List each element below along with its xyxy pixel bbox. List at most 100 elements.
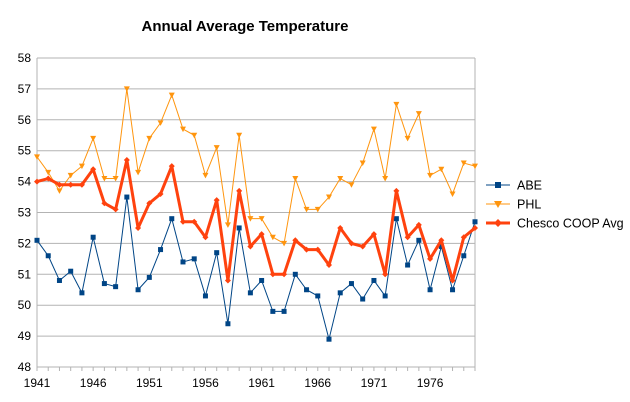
data-point <box>303 246 310 253</box>
legend-marker <box>494 219 502 227</box>
data-point <box>472 219 478 225</box>
data-point <box>326 262 332 269</box>
data-point <box>258 231 265 238</box>
series-1 <box>34 86 478 247</box>
data-point <box>370 126 377 133</box>
data-point <box>371 277 377 283</box>
data-point <box>449 277 456 284</box>
y-tick-label: 50 <box>18 298 32 312</box>
data-point <box>236 225 242 231</box>
data-point <box>438 243 444 249</box>
data-point <box>427 172 434 179</box>
data-point <box>90 166 97 173</box>
data-point <box>45 175 52 182</box>
data-point <box>382 176 389 182</box>
series-line <box>36 158 476 282</box>
data-point <box>269 234 276 241</box>
data-point <box>202 172 209 179</box>
data-point <box>416 237 422 243</box>
data-point <box>180 259 186 265</box>
y-tick-label: 48 <box>18 360 32 374</box>
x-tick-label: 1941 <box>24 376 51 390</box>
data-point <box>213 145 220 151</box>
data-point <box>157 120 164 126</box>
data-point <box>281 308 287 314</box>
x-tick-label: 1956 <box>192 376 219 390</box>
data-point <box>34 154 40 160</box>
data-point <box>113 284 119 290</box>
data-point <box>45 253 51 259</box>
data-point <box>427 255 434 262</box>
data-point <box>472 224 478 231</box>
data-point <box>337 224 344 231</box>
data-point <box>247 216 254 222</box>
data-point <box>292 271 298 277</box>
series-lines <box>34 86 478 342</box>
data-point <box>292 237 299 244</box>
data-point <box>56 277 62 283</box>
data-point <box>382 293 388 299</box>
data-point <box>450 287 456 293</box>
data-point <box>67 172 74 179</box>
data-point <box>393 187 400 194</box>
data-point <box>146 135 153 142</box>
data-point <box>326 336 332 342</box>
data-point <box>314 246 321 253</box>
data-point <box>78 181 85 188</box>
data-point <box>259 277 265 283</box>
data-point <box>68 268 74 274</box>
data-point <box>112 176 119 182</box>
data-point <box>202 234 209 241</box>
data-point <box>236 132 243 139</box>
legend-label: PHL <box>517 198 541 212</box>
y-tick-label: 58 <box>18 51 32 65</box>
y-tick-label: 49 <box>18 329 32 343</box>
data-point <box>191 132 198 139</box>
data-point <box>168 92 175 99</box>
data-point <box>460 234 467 241</box>
data-point <box>382 271 389 278</box>
x-tick-label: 1966 <box>304 376 331 390</box>
data-point <box>124 194 130 200</box>
grid <box>36 57 476 368</box>
legend-marker <box>494 201 502 208</box>
data-point <box>180 126 186 133</box>
data-point <box>169 216 175 222</box>
data-point <box>101 176 108 182</box>
data-point <box>337 290 343 296</box>
data-point <box>415 221 422 228</box>
data-point <box>101 200 108 207</box>
data-point <box>315 293 321 299</box>
data-point <box>191 218 198 225</box>
series-0 <box>34 194 478 342</box>
data-point <box>359 243 366 250</box>
x-tick-label: 1976 <box>417 376 444 390</box>
data-point <box>56 188 63 194</box>
data-point <box>101 281 107 287</box>
data-point <box>90 135 97 142</box>
data-point <box>247 243 254 250</box>
data-point <box>34 237 40 243</box>
x-tick-label: 1971 <box>361 376 388 390</box>
data-point <box>112 206 119 213</box>
data-point <box>370 231 377 238</box>
y-tick-label: 55 <box>18 144 32 158</box>
data-point <box>415 111 422 117</box>
data-point <box>202 293 208 299</box>
data-point <box>90 234 96 240</box>
data-point <box>292 176 299 182</box>
data-point <box>337 176 344 182</box>
data-point <box>191 256 197 262</box>
data-point <box>45 169 52 176</box>
data-point <box>34 178 40 185</box>
x-tick-label: 1951 <box>136 376 163 390</box>
data-point <box>214 250 220 256</box>
data-point <box>393 101 400 108</box>
data-point <box>224 277 231 284</box>
chart-title: Annual Average Temperature <box>141 18 348 35</box>
data-point <box>168 163 175 170</box>
y-axis-ticks: 48 49 50 51 52 53 54 55 56 57 58 <box>18 51 32 374</box>
series-line <box>36 88 476 244</box>
data-point <box>348 182 355 188</box>
data-point <box>348 240 355 247</box>
